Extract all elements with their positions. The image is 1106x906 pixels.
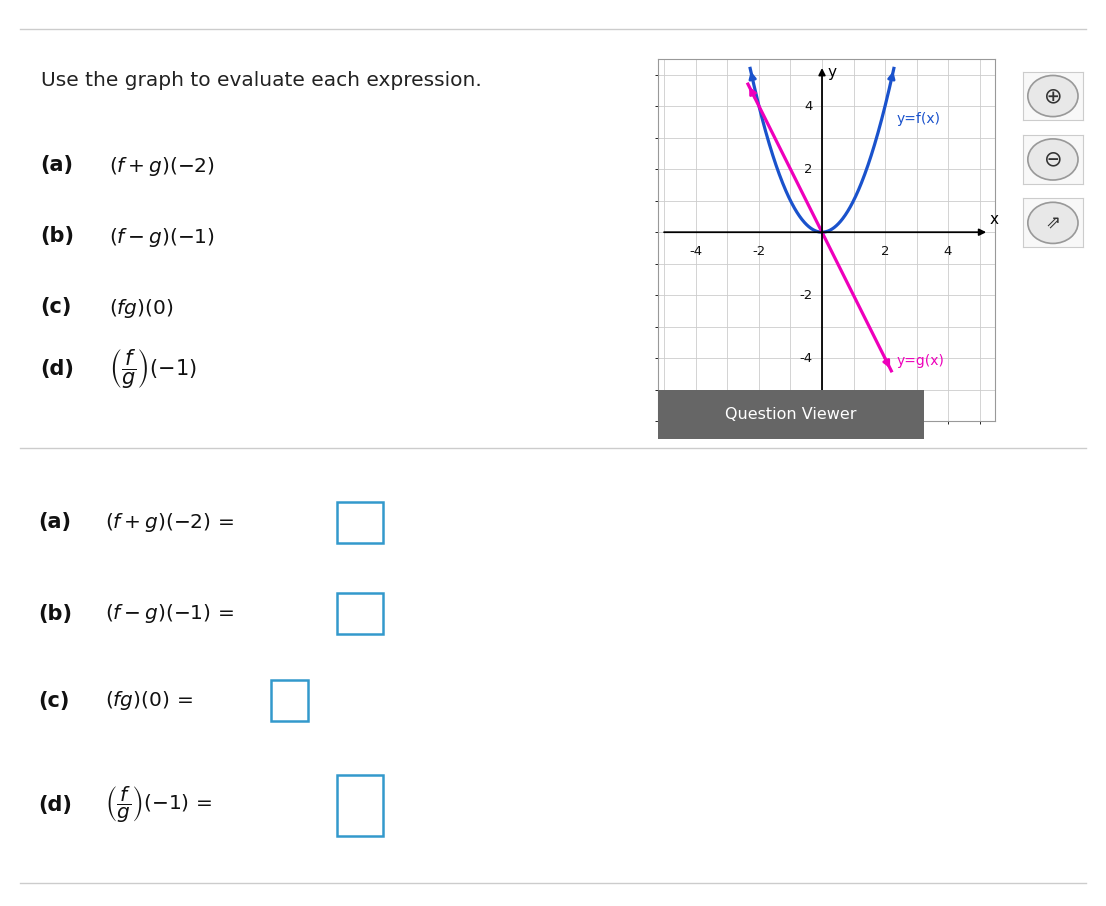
Text: $(f+g)(-2)$: $(f+g)(-2)$ xyxy=(108,155,215,178)
FancyBboxPatch shape xyxy=(337,775,383,835)
Text: $(f-g)(-1)\,=$: $(f-g)(-1)\,=$ xyxy=(105,602,234,625)
Text: y=f(x): y=f(x) xyxy=(896,111,940,126)
Circle shape xyxy=(1027,139,1078,180)
Text: ⊕: ⊕ xyxy=(1044,86,1062,106)
Text: y=g(x): y=g(x) xyxy=(896,354,943,369)
Text: $(fg)(0)$: $(fg)(0)$ xyxy=(108,297,174,321)
Text: $(fg)(0)\,=$: $(fg)(0)\,=$ xyxy=(105,689,194,712)
Text: (b): (b) xyxy=(39,603,73,623)
Text: (d): (d) xyxy=(39,795,73,815)
FancyBboxPatch shape xyxy=(337,502,383,543)
Text: $\left(\dfrac{f}{g}\right)(-1)\,=$: $\left(\dfrac{f}{g}\right)(-1)\,=$ xyxy=(105,785,212,825)
Text: 2: 2 xyxy=(804,163,813,176)
Text: -2: -2 xyxy=(752,245,765,258)
Circle shape xyxy=(1027,202,1078,244)
Text: (a): (a) xyxy=(39,513,72,533)
Text: $\left(\dfrac{f}{g}\right)(-1)$: $\left(\dfrac{f}{g}\right)(-1)$ xyxy=(108,347,197,390)
Text: -4: -4 xyxy=(689,245,702,258)
Text: -2: -2 xyxy=(800,289,813,302)
Text: Question Viewer: Question Viewer xyxy=(726,407,856,422)
Text: $(f+g)(-2)\,=$: $(f+g)(-2)\,=$ xyxy=(105,511,234,534)
Text: (a): (a) xyxy=(41,155,74,175)
Text: 4: 4 xyxy=(943,245,952,258)
Circle shape xyxy=(1027,75,1078,117)
Text: x: x xyxy=(989,211,999,226)
Text: (d): (d) xyxy=(41,359,74,379)
Text: 2: 2 xyxy=(880,245,889,258)
Text: (c): (c) xyxy=(41,297,72,317)
FancyBboxPatch shape xyxy=(271,680,309,721)
Text: (b): (b) xyxy=(41,226,75,246)
Text: Use the graph to evaluate each expression.: Use the graph to evaluate each expressio… xyxy=(41,71,481,90)
Text: ⇗: ⇗ xyxy=(1045,214,1061,232)
Text: y: y xyxy=(827,65,836,81)
Text: $(f-g)(-1)$: $(f-g)(-1)$ xyxy=(108,226,215,249)
Text: 4: 4 xyxy=(804,100,813,112)
Text: (c): (c) xyxy=(39,690,70,710)
Text: -4: -4 xyxy=(800,352,813,365)
FancyBboxPatch shape xyxy=(337,593,383,634)
Text: ⊖: ⊖ xyxy=(1044,149,1062,169)
